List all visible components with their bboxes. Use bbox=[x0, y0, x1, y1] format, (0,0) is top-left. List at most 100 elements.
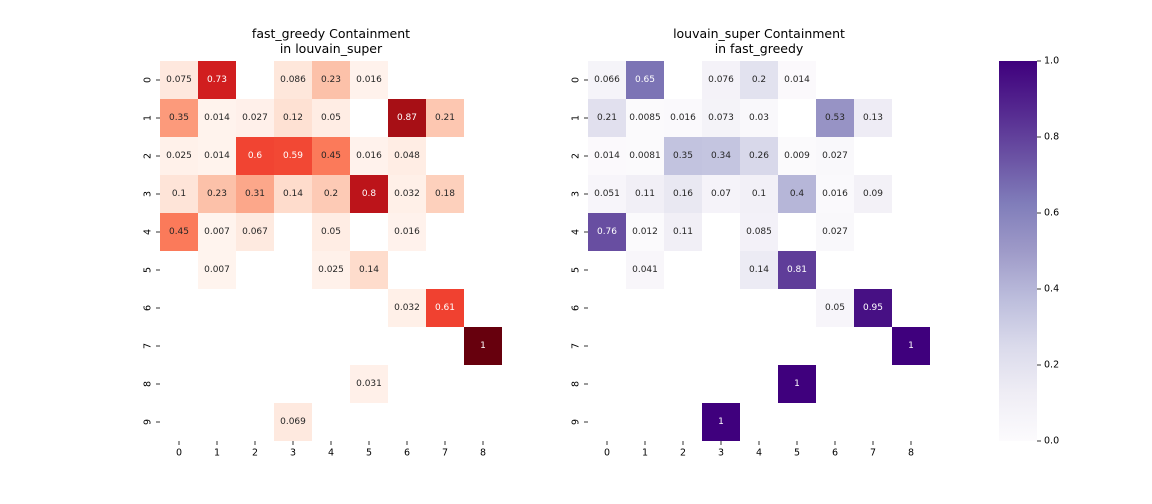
cell-value-label: 0.12 bbox=[283, 113, 303, 123]
x-tick-label: 4 bbox=[328, 448, 334, 459]
cell-value-label: 0.03 bbox=[749, 113, 769, 123]
cell-value-label: 0.87 bbox=[397, 113, 417, 123]
y-tick-label: 8 bbox=[143, 381, 154, 387]
heatmap-cell bbox=[740, 99, 778, 137]
left-y-tick-labels: 0 1 2 3 4 5 6 7 8 9 bbox=[143, 77, 160, 425]
y-tick-label: 6 bbox=[571, 305, 582, 311]
cell-value-label: 0.031 bbox=[356, 379, 382, 389]
cell-value-label: 0.016 bbox=[394, 227, 420, 237]
cell-value-label: 0.016 bbox=[822, 189, 848, 199]
y-tick-label: 7 bbox=[571, 343, 582, 349]
cell-value-label: 0.23 bbox=[207, 189, 227, 199]
heatmap-cell bbox=[274, 137, 312, 175]
y-tick-label: 4 bbox=[571, 229, 582, 235]
cell-value-label: 0.0081 bbox=[629, 151, 661, 161]
y-tick-label: 8 bbox=[571, 381, 582, 387]
cell-value-label: 0.069 bbox=[280, 417, 306, 427]
x-tick-label: 1 bbox=[642, 448, 648, 459]
heatmap-cell bbox=[664, 213, 702, 251]
cell-value-label: 0.007 bbox=[204, 227, 230, 237]
cell-value-label: 0.11 bbox=[635, 189, 655, 199]
heatmap-cell bbox=[626, 213, 664, 251]
heatmap-cell bbox=[274, 61, 312, 99]
colorbar-tick-label: 0.8 bbox=[1044, 132, 1059, 143]
heatmap-cell bbox=[350, 137, 388, 175]
heatmap-cell bbox=[160, 61, 198, 99]
left-title-line2: in louvain_super bbox=[280, 41, 383, 56]
cell-value-label: 0.31 bbox=[245, 189, 265, 199]
heatmap-cell bbox=[816, 99, 854, 137]
cell-value-label: 0.067 bbox=[242, 227, 268, 237]
y-tick-label: 1 bbox=[571, 115, 582, 121]
cell-value-label: 0.45 bbox=[169, 227, 189, 237]
cell-value-label: 0.13 bbox=[863, 113, 883, 123]
cell-value-label: 0.014 bbox=[784, 75, 810, 85]
x-tick-label: 5 bbox=[366, 448, 372, 459]
heatmap-cell bbox=[702, 61, 740, 99]
heatmap-cell bbox=[274, 175, 312, 213]
cell-value-label: 0.81 bbox=[787, 265, 807, 275]
heatmap-cell bbox=[626, 137, 664, 175]
heatmap-cell bbox=[388, 175, 426, 213]
y-tick-label: 3 bbox=[571, 191, 582, 197]
cell-value-label: 0.012 bbox=[632, 227, 658, 237]
colorbar-tick-label: 0.4 bbox=[1044, 284, 1059, 295]
heatmap-cell bbox=[388, 213, 426, 251]
heatmap-cell bbox=[664, 99, 702, 137]
heatmap-cell bbox=[160, 99, 198, 137]
cell-value-label: 0.016 bbox=[670, 113, 696, 123]
y-tick-label: 4 bbox=[143, 229, 154, 235]
heatmap-cell bbox=[816, 289, 854, 327]
cell-value-label: 0.027 bbox=[242, 113, 268, 123]
x-tick-label: 8 bbox=[480, 448, 486, 459]
y-tick-label: 9 bbox=[143, 419, 154, 425]
colorbar-gradient bbox=[999, 61, 1037, 441]
heatmap-cell bbox=[626, 61, 664, 99]
left-cells: 0.075 0.73 0.086 0.23 0.016 0.35 0.014 0.027 0.1… bbox=[160, 61, 502, 441]
cell-value-label: 0.073 bbox=[708, 113, 734, 123]
cell-value-label: 0.09 bbox=[863, 189, 883, 199]
x-tick-label: 3 bbox=[718, 448, 724, 459]
y-tick-label: 5 bbox=[143, 267, 154, 273]
y-tick-label: 2 bbox=[143, 153, 154, 159]
right-x-tick-labels: 0 1 2 3 4 5 6 7 8 bbox=[604, 441, 914, 459]
cell-value-label: 0.4 bbox=[790, 189, 805, 199]
right-cells: 0.066 0.65 0.076 0.2 0.014 0.21 0.0085 0.016 0.0… bbox=[588, 61, 930, 441]
heatmap-cell bbox=[198, 175, 236, 213]
heatmap-cell bbox=[778, 365, 816, 403]
heatmap-cell bbox=[854, 99, 892, 137]
cell-value-label: 0.14 bbox=[283, 189, 303, 199]
cell-value-label: 0.14 bbox=[359, 265, 379, 275]
cell-value-label: 0.73 bbox=[207, 75, 227, 85]
cell-value-label: 0.21 bbox=[597, 113, 617, 123]
y-tick-label: 3 bbox=[143, 191, 154, 197]
cell-value-label: 0.014 bbox=[204, 113, 230, 123]
cell-value-label: 0.007 bbox=[204, 265, 230, 275]
cell-value-label: 0.009 bbox=[784, 151, 810, 161]
cell-value-label: 0.1 bbox=[752, 189, 766, 199]
cell-value-label: 0.05 bbox=[825, 303, 845, 313]
heatmap-cell bbox=[198, 137, 236, 175]
x-tick-label: 4 bbox=[756, 448, 762, 459]
heatmap-cell bbox=[312, 137, 350, 175]
heatmap-cell bbox=[892, 327, 930, 365]
cell-value-label: 0.1 bbox=[172, 189, 186, 199]
heatmap-cell bbox=[236, 99, 274, 137]
x-tick-label: 2 bbox=[680, 448, 686, 459]
cell-value-label: 0.35 bbox=[169, 113, 189, 123]
cell-value-label: 0.14 bbox=[749, 265, 769, 275]
x-tick-label: 6 bbox=[832, 448, 838, 459]
heatmap-cell bbox=[388, 137, 426, 175]
heatmap-cell bbox=[740, 137, 778, 175]
heatmap-cell bbox=[588, 175, 626, 213]
heatmap-cell bbox=[388, 289, 426, 327]
cell-value-label: 0.16 bbox=[673, 189, 693, 199]
cell-value-label: 0.61 bbox=[435, 303, 455, 313]
y-tick-label: 0 bbox=[143, 77, 154, 83]
right-title-line2: in fast_greedy bbox=[715, 41, 804, 56]
heatmap-cell bbox=[702, 137, 740, 175]
y-tick-label: 2 bbox=[571, 153, 582, 159]
heatmap-cell bbox=[626, 99, 664, 137]
cell-value-label: 0.014 bbox=[204, 151, 230, 161]
cell-value-label: 0.051 bbox=[594, 189, 620, 199]
